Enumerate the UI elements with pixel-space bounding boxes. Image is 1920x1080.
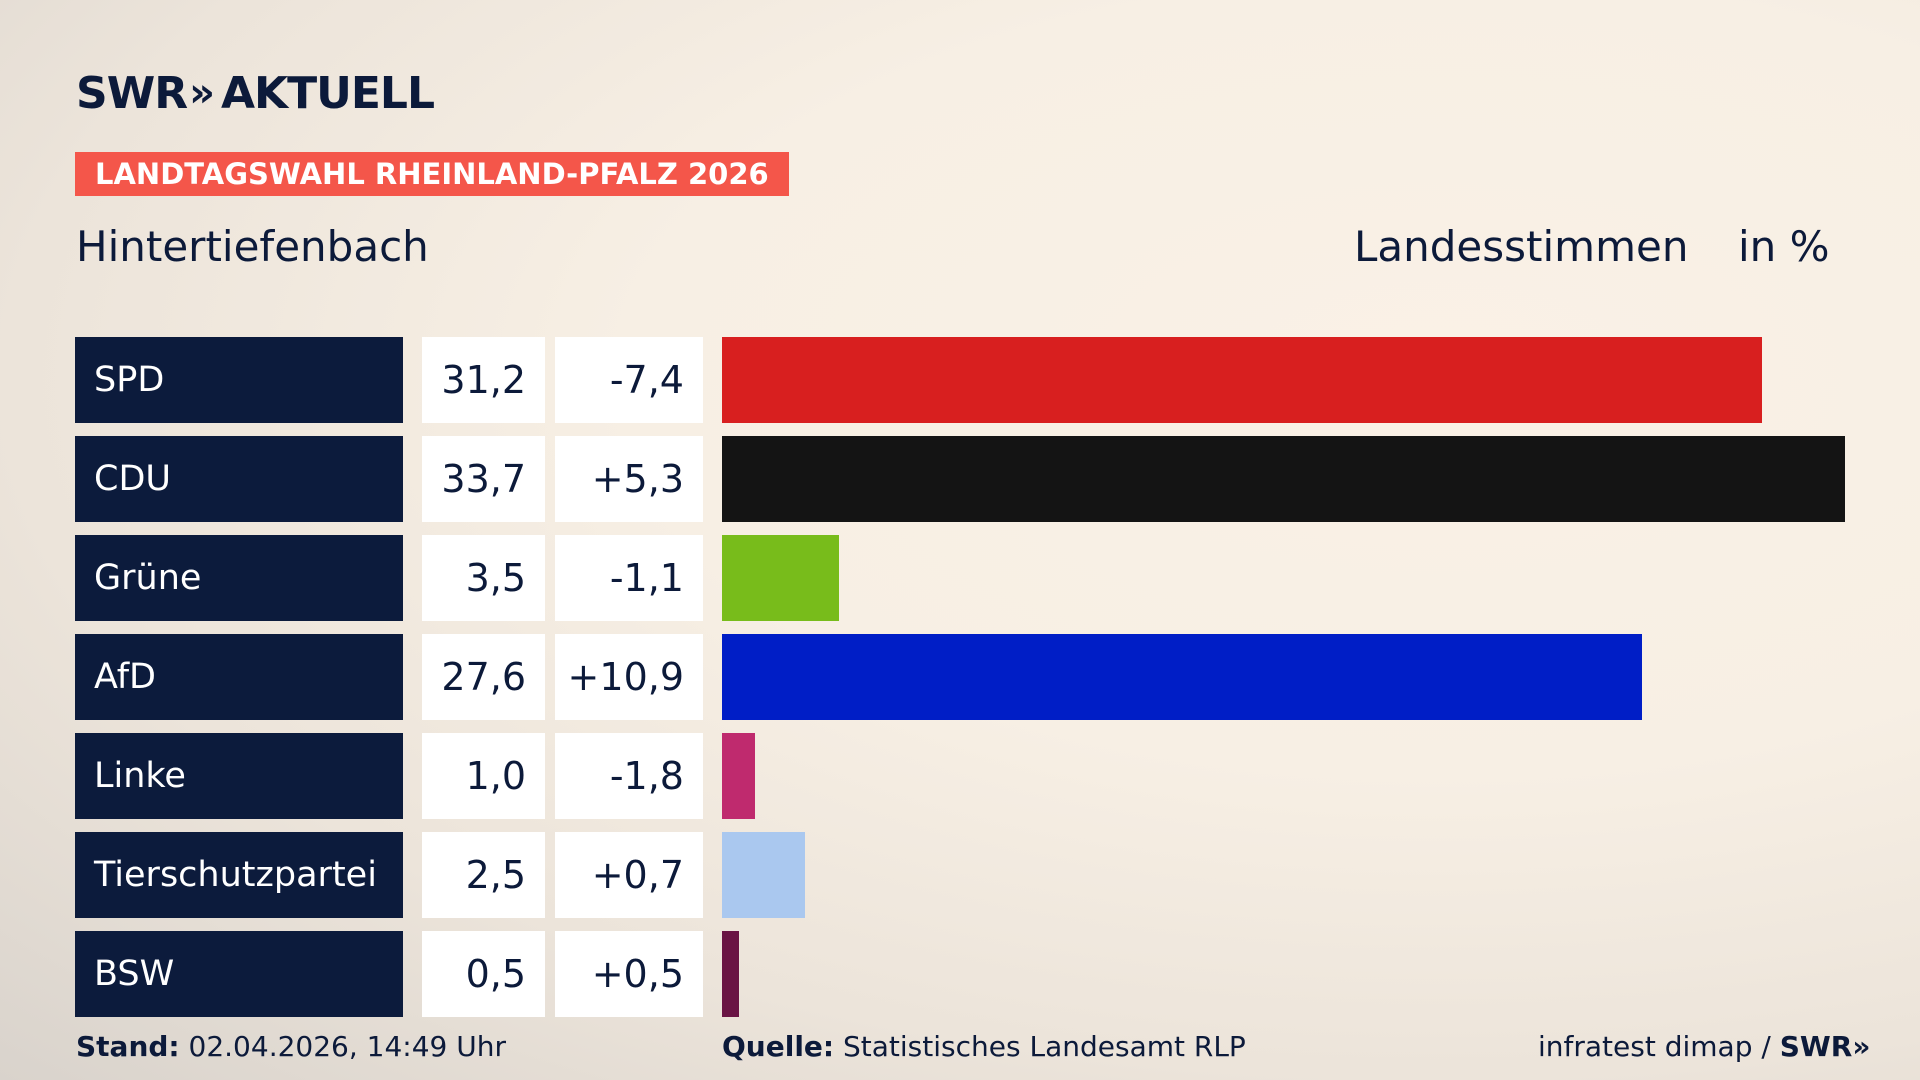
party-name: SPD xyxy=(75,337,403,423)
party-bar xyxy=(722,832,805,918)
source-label: Quelle: xyxy=(722,1030,835,1063)
chevrons-icon: » xyxy=(189,70,215,116)
party-diff: -7,4 xyxy=(555,337,703,423)
place-title: Hintertiefenbach xyxy=(76,222,429,271)
credit-brand: SWR» xyxy=(1779,1030,1871,1063)
party-bar xyxy=(722,931,739,1017)
party-name: CDU xyxy=(75,436,403,522)
party-value: 3,5 xyxy=(422,535,545,621)
credit-info: infratest dimap / SWR» xyxy=(1538,1030,1870,1063)
party-value: 0,5 xyxy=(422,931,545,1017)
party-value: 33,7 xyxy=(422,436,545,522)
party-diff: -1,1 xyxy=(555,535,703,621)
credit-text: infratest dimap / xyxy=(1538,1030,1771,1063)
party-diff: -1,8 xyxy=(555,733,703,819)
party-name: Tierschutzpartei xyxy=(75,832,403,918)
unit-label: in % xyxy=(1738,222,1830,271)
source-info: Quelle: Statistisches Landesamt RLP xyxy=(722,1030,1246,1063)
party-value: 31,2 xyxy=(422,337,545,423)
party-name: BSW xyxy=(75,931,403,1017)
party-name: AfD xyxy=(75,634,403,720)
party-diff: +5,3 xyxy=(555,436,703,522)
stand-value: 02.04.2026, 14:49 Uhr xyxy=(188,1030,506,1063)
logo-suffix: AKTUELL xyxy=(220,67,435,119)
party-bar xyxy=(722,634,1642,720)
swr-aktuell-logo: SWR » AKTUELL xyxy=(76,67,435,119)
party-bar xyxy=(722,733,755,819)
logo-brand: SWR xyxy=(76,67,188,119)
source-value: Statistisches Landesamt RLP xyxy=(843,1030,1246,1063)
measure-label: Landesstimmen xyxy=(1354,222,1689,271)
party-name: Grüne xyxy=(75,535,403,621)
party-bar xyxy=(722,337,1762,423)
election-badge: LANDTAGSWAHL RHEINLAND-PFALZ 2026 xyxy=(75,152,789,196)
party-diff: +0,5 xyxy=(555,931,703,1017)
party-value: 2,5 xyxy=(422,832,545,918)
party-diff: +0,7 xyxy=(555,832,703,918)
party-diff: +10,9 xyxy=(555,634,703,720)
party-value: 27,6 xyxy=(422,634,545,720)
stand-info: Stand: 02.04.2026, 14:49 Uhr xyxy=(76,1030,506,1063)
party-bar xyxy=(722,535,839,621)
stand-label: Stand: xyxy=(76,1030,180,1063)
party-name: Linke xyxy=(75,733,403,819)
party-bar xyxy=(722,436,1845,522)
party-value: 1,0 xyxy=(422,733,545,819)
